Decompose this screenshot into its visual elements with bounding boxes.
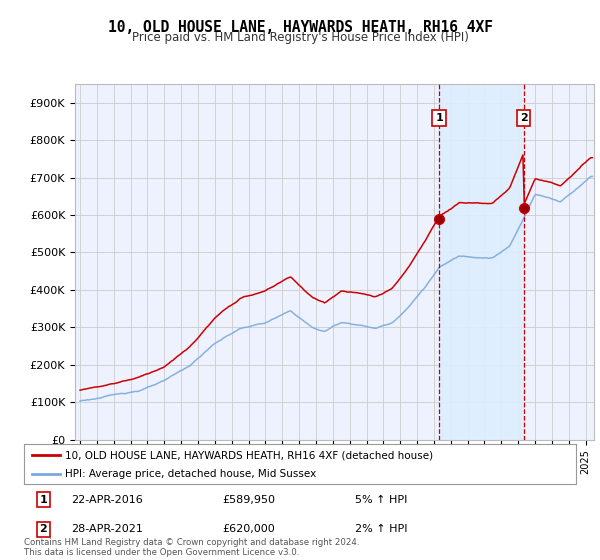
Text: 22-APR-2016: 22-APR-2016	[71, 494, 143, 505]
Text: 5% ↑ HPI: 5% ↑ HPI	[355, 494, 407, 505]
Text: 2: 2	[520, 113, 527, 123]
Text: 1: 1	[435, 113, 443, 123]
Text: 2% ↑ HPI: 2% ↑ HPI	[355, 524, 408, 534]
Text: Price paid vs. HM Land Registry's House Price Index (HPI): Price paid vs. HM Land Registry's House …	[131, 31, 469, 44]
Text: Contains HM Land Registry data © Crown copyright and database right 2024.
This d: Contains HM Land Registry data © Crown c…	[24, 538, 359, 557]
Text: 28-APR-2021: 28-APR-2021	[71, 524, 143, 534]
Text: 10, OLD HOUSE LANE, HAYWARDS HEATH, RH16 4XF: 10, OLD HOUSE LANE, HAYWARDS HEATH, RH16…	[107, 20, 493, 35]
Text: HPI: Average price, detached house, Mid Sussex: HPI: Average price, detached house, Mid …	[65, 469, 317, 479]
Text: £589,950: £589,950	[223, 494, 276, 505]
Text: 1: 1	[40, 494, 47, 505]
Bar	[439, 84, 524, 440]
Text: 2: 2	[40, 524, 47, 534]
Text: £620,000: £620,000	[223, 524, 275, 534]
Text: 10, OLD HOUSE LANE, HAYWARDS HEATH, RH16 4XF (detached house): 10, OLD HOUSE LANE, HAYWARDS HEATH, RH16…	[65, 450, 434, 460]
